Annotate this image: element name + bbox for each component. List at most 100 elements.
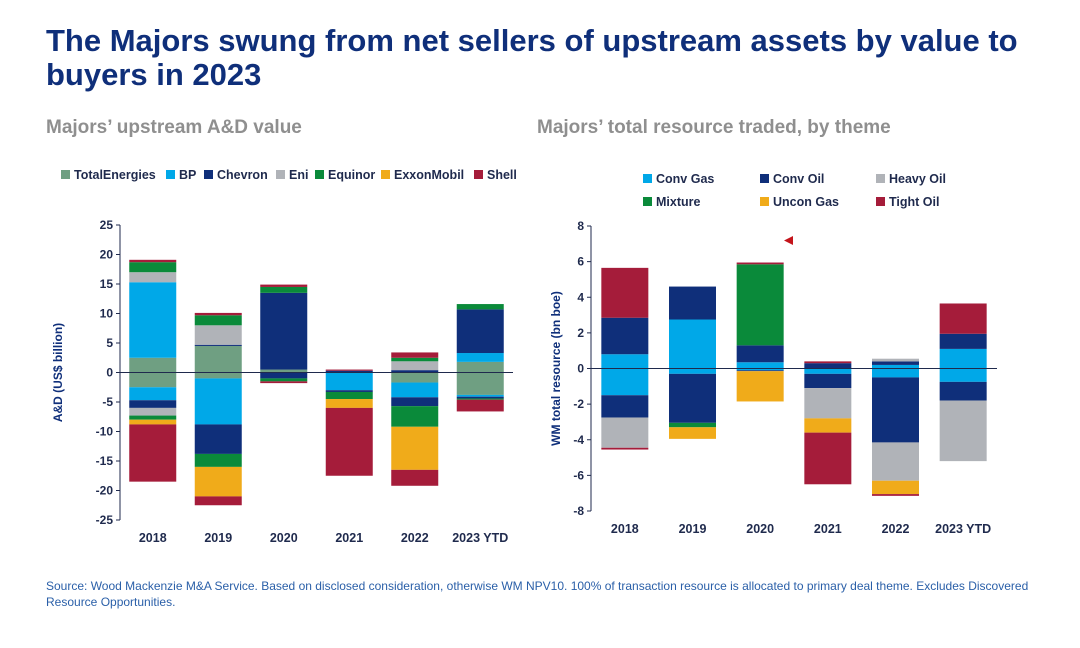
bar-segment: [872, 368, 919, 378]
bar-segment: [872, 480, 919, 495]
bar-segment: [456, 372, 504, 395]
y-tick-label: 8: [577, 219, 584, 233]
x-category-label: 2019: [679, 522, 707, 536]
bar-segment: [325, 370, 373, 373]
bar-segment: [939, 381, 987, 401]
bar-segment: [456, 398, 504, 400]
x-category-label: 2022: [401, 531, 429, 545]
bar-segment: [736, 362, 784, 369]
y-tick-label: -5: [102, 395, 113, 409]
resource-traded-chart: Conv Gas Conv Oil Heavy Oil Mixture Uncon Ga…: [549, 172, 997, 536]
bar-segment: [456, 394, 504, 397]
y-tick-label: 6: [577, 255, 584, 269]
y-tick-label: 20: [100, 248, 114, 262]
legend-swatch: [381, 170, 390, 179]
bar-segment: [736, 371, 784, 402]
bar-segment: [129, 357, 177, 373]
bar-segment: [736, 264, 784, 346]
legend-swatch: [204, 170, 213, 179]
bar-segment: [129, 387, 177, 401]
legend-label: Shell: [487, 168, 517, 182]
legend-swatch: [760, 174, 769, 183]
bar-segment: [260, 284, 308, 287]
y-tick-label: -2: [573, 397, 584, 411]
x-category-label: 2018: [139, 531, 167, 545]
bar-segment: [601, 395, 649, 418]
bar-segment: [939, 400, 987, 462]
bar-segment: [804, 368, 852, 374]
legend-swatch: [166, 170, 175, 179]
ad-value-chart: TotalEnergies BP Chevron Eni Equinor ExxonMob…: [51, 168, 517, 545]
bar-segment: [939, 368, 987, 382]
bar-segment: [129, 407, 177, 416]
bar-segment: [129, 272, 177, 283]
x-category-label: 2019: [204, 531, 232, 545]
y-tick-label: 10: [100, 307, 114, 321]
y-axis-title: A&D (US$ billion): [51, 323, 65, 422]
bar-segment: [260, 378, 308, 382]
legend-swatch: [876, 197, 885, 206]
legend-label: Heavy Oil: [889, 172, 946, 186]
bar-segment: [939, 303, 987, 334]
bar-segment: [669, 286, 716, 320]
bar-segment: [872, 377, 919, 443]
bar-segment: [456, 309, 504, 354]
bar-segment: [129, 372, 177, 388]
bar-segment: [669, 422, 716, 428]
bar-segment: [129, 259, 177, 263]
bar-segment: [129, 424, 177, 482]
bar-segment: [194, 466, 242, 497]
bar-segment: [260, 372, 308, 379]
bar-segment: [260, 286, 308, 293]
legend-label: Tight Oil: [889, 195, 939, 209]
legend-swatch: [643, 197, 652, 206]
bar-segment: [194, 325, 242, 345]
y-tick-label: 25: [100, 218, 114, 232]
bar-segment: [804, 361, 852, 364]
bar-segment: [804, 388, 852, 419]
bar-segment: [325, 407, 373, 476]
page-title: The Majors swung from net sellers of ups…: [46, 23, 1018, 92]
legend-swatch: [61, 170, 70, 179]
bar-segment: [260, 292, 308, 370]
legend-label: BP: [179, 168, 196, 182]
bar-segment: [804, 432, 852, 485]
legend-label: Eni: [289, 168, 308, 182]
bar-segment: [391, 352, 439, 358]
bar-segment: [129, 419, 177, 425]
legend-swatch: [474, 170, 483, 179]
y-tick-label: 0: [106, 366, 113, 380]
bar-segment: [325, 372, 373, 391]
y-tick-label: -6: [573, 468, 584, 482]
bar-segment: [601, 317, 649, 355]
x-category-label: 2023 YTD: [452, 531, 508, 545]
bar-segment: [872, 361, 919, 365]
bar-segment: [736, 368, 784, 371]
bar-segment: [456, 396, 504, 399]
legend-swatch: [876, 174, 885, 183]
bar-segment: [939, 333, 987, 349]
bar-segment: [194, 424, 242, 454]
y-tick-label: 0: [577, 362, 584, 376]
legend-label: Conv Gas: [656, 172, 714, 186]
bar-segment: [194, 344, 242, 346]
bar-segment: [194, 453, 242, 467]
bar-segment: [194, 315, 242, 326]
bar-segment: [325, 391, 373, 400]
x-category-label: 2021: [814, 522, 842, 536]
legend-swatch: [315, 170, 324, 179]
x-category-label: 2018: [611, 522, 639, 536]
bar-segment: [260, 369, 308, 373]
y-tick-label: 4: [577, 290, 584, 304]
bar-segment: [456, 353, 504, 362]
right-chart-title: Majors’ total resource traded, by theme: [537, 117, 891, 138]
bar-segment: [872, 494, 919, 496]
bar-segment: [804, 418, 852, 433]
bar-segment: [456, 361, 504, 373]
y-tick-label: -20: [96, 484, 114, 498]
x-category-label: 2020: [746, 522, 774, 536]
legend-label: Chevron: [217, 168, 268, 182]
bar-segment: [391, 469, 439, 486]
bar-segment: [391, 370, 439, 373]
source-note: Source: Wood Mackenzie M&A Service. Base…: [46, 579, 1029, 609]
